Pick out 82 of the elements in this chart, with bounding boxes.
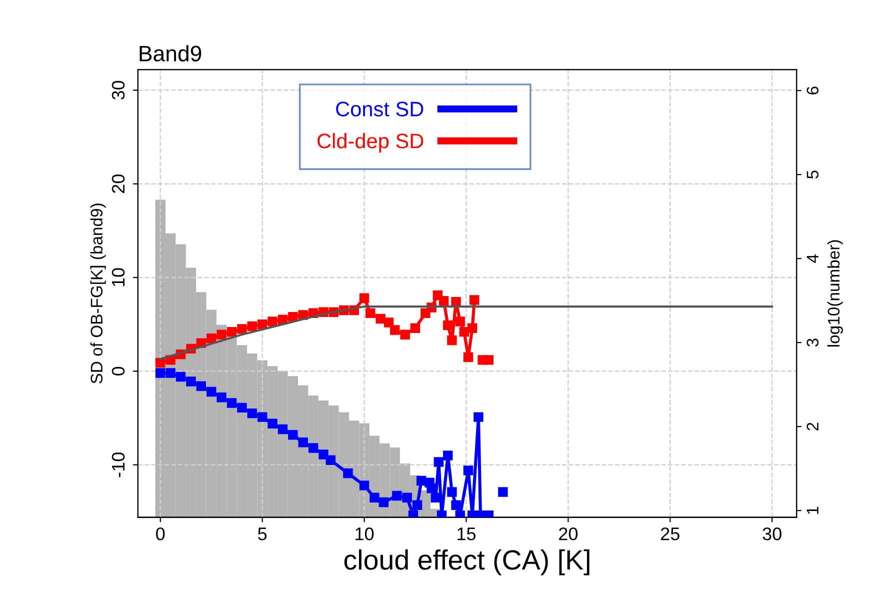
point xyxy=(470,295,480,305)
point xyxy=(359,293,370,303)
x-tick-label: 30 xyxy=(762,527,782,540)
point xyxy=(298,437,308,448)
point xyxy=(384,318,394,328)
y2-tick-label: 3 xyxy=(806,338,819,347)
point xyxy=(410,323,420,333)
point xyxy=(206,334,216,344)
point xyxy=(166,368,176,378)
x-tick-label: 25 xyxy=(661,527,680,540)
point xyxy=(438,296,449,306)
y2-tick-label: 5 xyxy=(806,170,819,179)
point xyxy=(216,330,226,340)
point xyxy=(376,314,386,324)
point xyxy=(237,402,247,413)
y-tick-label: -10 xyxy=(112,452,125,478)
y-tick-label: 0 xyxy=(112,366,125,376)
point xyxy=(196,381,206,392)
point xyxy=(268,418,278,428)
point xyxy=(484,355,494,365)
point xyxy=(378,497,389,508)
point xyxy=(247,321,257,332)
point xyxy=(498,487,508,497)
point xyxy=(206,386,216,397)
point xyxy=(237,324,247,334)
point xyxy=(434,457,444,467)
chart-title: Band9 xyxy=(140,45,202,62)
y-tick-label: 10 xyxy=(112,268,125,286)
x-tick-label: 10 xyxy=(356,527,374,540)
point xyxy=(447,487,457,497)
point xyxy=(412,500,422,510)
legend-label: Cld-dep SD xyxy=(318,133,424,152)
point xyxy=(288,430,298,440)
point xyxy=(426,483,436,494)
point xyxy=(308,443,318,453)
point xyxy=(390,325,400,335)
point xyxy=(318,450,328,460)
point xyxy=(343,468,353,478)
point xyxy=(257,412,268,422)
point xyxy=(156,368,166,378)
y2-axis-title: log10(number) xyxy=(827,240,843,346)
point xyxy=(268,316,278,326)
x-tick-label: 20 xyxy=(559,527,578,540)
y2-tick-label: 6 xyxy=(806,86,819,94)
x-tick-label: 5 xyxy=(258,528,267,540)
point xyxy=(247,408,257,418)
point xyxy=(226,398,237,408)
point xyxy=(400,330,410,340)
point xyxy=(443,450,453,460)
point xyxy=(443,320,453,330)
x-tick-label: 0 xyxy=(156,527,165,540)
point xyxy=(430,492,441,502)
y2-tick-label: 4 xyxy=(806,254,818,263)
y-tick-label: 30 xyxy=(112,80,125,100)
point xyxy=(288,312,298,322)
point xyxy=(392,490,402,501)
point xyxy=(451,500,461,510)
y2-tick-label: 2 xyxy=(806,422,818,430)
y-tick-label: 20 xyxy=(112,174,125,193)
point xyxy=(278,424,288,434)
point xyxy=(402,492,412,502)
y2-tick-label: 1 xyxy=(806,506,818,514)
y-axis-title: SD of OB-FG[K] (band9) xyxy=(90,204,106,384)
point xyxy=(474,412,484,422)
point xyxy=(359,480,370,490)
point xyxy=(326,455,336,466)
point xyxy=(463,466,474,476)
point xyxy=(216,392,226,402)
point xyxy=(186,376,196,386)
point xyxy=(451,296,461,307)
point xyxy=(226,326,237,337)
point xyxy=(447,335,457,346)
point xyxy=(463,352,474,362)
legend-label: Const SD xyxy=(336,102,424,116)
point xyxy=(467,323,478,333)
point xyxy=(257,319,268,330)
x-tick-label: 15 xyxy=(458,528,476,540)
point xyxy=(176,372,186,382)
x-axis-title: cloud effect (CA) [K] xyxy=(344,549,590,576)
point xyxy=(455,316,465,326)
point xyxy=(370,492,380,502)
point xyxy=(366,308,376,318)
